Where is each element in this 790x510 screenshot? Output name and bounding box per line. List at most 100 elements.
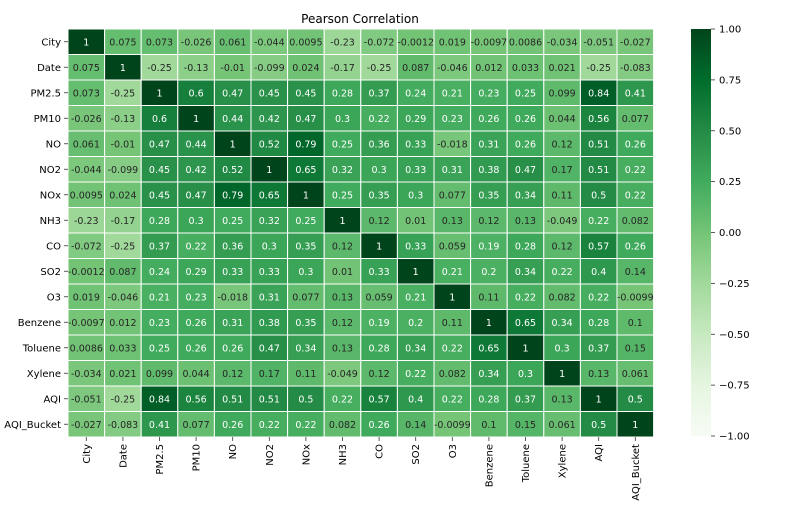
cell-value-label: -0.0099	[617, 292, 654, 303]
cell-value-label: 0.12	[478, 216, 499, 227]
row-label: PM2.5	[30, 88, 61, 99]
cell-value-label: 0.35	[295, 241, 316, 252]
cell-value-label: -0.23	[330, 37, 355, 48]
cell-value-label: 0.3	[335, 114, 350, 125]
cell-value-label: 1	[266, 165, 272, 176]
cell-value-label: 0.47	[186, 190, 207, 201]
heatmap-cell	[470, 130, 508, 157]
cell-value-label: -0.026	[181, 37, 212, 48]
cell-value-label: 0.082	[329, 420, 356, 431]
heatmap-cell	[360, 181, 398, 208]
cell-value-label: 0.28	[332, 88, 353, 99]
cell-value-label: -0.051	[583, 37, 614, 48]
cell-value-label: 0.37	[588, 343, 609, 354]
column-label: Xylene	[558, 444, 569, 478]
cell-value-label: 0.22	[625, 165, 646, 176]
heatmap-cell	[506, 360, 545, 387]
cell-value-label: 0.56	[588, 114, 609, 125]
heatmap-cell	[140, 105, 179, 132]
heatmap-cell	[396, 385, 435, 412]
heatmap-cell	[104, 360, 142, 387]
cell-value-label: -0.0012	[397, 37, 434, 48]
cell-value-label: 0.25	[149, 343, 170, 354]
heatmap-cell	[140, 385, 179, 412]
cell-value-label: 0.22	[369, 114, 390, 125]
heatmap-cell	[140, 181, 179, 208]
cell-value-label: -0.0099	[434, 420, 471, 431]
heatmap-cell	[396, 207, 435, 234]
cell-value-label: 0.044	[548, 114, 575, 125]
cell-value-label: 0.13	[442, 216, 463, 227]
heatmap-cell	[323, 156, 362, 183]
heatmap-cell	[396, 334, 435, 361]
cell-value-label: 0.26	[478, 114, 499, 125]
cell-value-label: 0.23	[186, 292, 207, 303]
heatmap-cell	[213, 130, 252, 157]
cell-value-label: -0.083	[108, 420, 139, 431]
cell-value-label: 1	[449, 292, 455, 303]
heatmap-cell	[140, 54, 179, 81]
cell-value-label: 0.42	[259, 114, 280, 125]
heatmap-cell	[250, 360, 289, 387]
cell-value-label: 0.13	[332, 343, 353, 354]
cell-value-label: -0.25	[147, 63, 172, 74]
heatmap-cell	[140, 309, 179, 336]
cell-value-label: 0.061	[219, 37, 246, 48]
cell-value-label: 0.51	[588, 139, 609, 150]
cell-value-label: 1	[193, 114, 199, 125]
cell-value-label: 1	[230, 139, 236, 150]
cell-value-label: 0.33	[405, 139, 426, 150]
cell-value-label: 1	[486, 318, 492, 329]
cell-value-label: 0.25	[222, 216, 243, 227]
column-label: AQI	[594, 444, 605, 462]
cell-value-label: 0.41	[149, 420, 170, 431]
cell-value-label: 0.32	[332, 165, 353, 176]
heatmap-cell	[433, 309, 472, 336]
row-label: O3	[47, 292, 61, 303]
cell-value-label: 0.33	[405, 165, 426, 176]
cell-value-label: 0.38	[478, 165, 499, 176]
heatmap-cell	[323, 181, 362, 208]
cell-value-label: 0.25	[332, 139, 353, 150]
heatmap-cell	[543, 130, 581, 157]
heatmap-cell	[323, 360, 362, 387]
cell-value-label: 0.29	[186, 267, 207, 278]
cell-value-label: 0.0095	[70, 190, 103, 201]
cell-value-label: 0.3	[372, 165, 387, 176]
cell-value-label: 0.044	[182, 369, 209, 380]
row-label: AQI_Bucket	[4, 420, 61, 431]
row-label: CO	[46, 241, 61, 252]
cell-value-label: 0.021	[109, 369, 136, 380]
heatmap-cell	[213, 334, 252, 361]
heatmap-cell	[579, 130, 618, 157]
cell-value-label: -0.027	[71, 420, 102, 431]
cell-value-label: 0.3	[262, 241, 277, 252]
cell-value-label: 0.33	[369, 267, 390, 278]
cell-value-label: 0.65	[515, 318, 536, 329]
cell-value-label: 0.51	[588, 165, 609, 176]
cell-value-label: 0.033	[109, 343, 136, 354]
cell-value-label: -0.046	[108, 292, 139, 303]
heatmap-cell	[470, 411, 508, 438]
column-label: NO	[228, 444, 239, 459]
cell-value-label: 0.28	[369, 343, 390, 354]
cell-value-label: 0.31	[442, 165, 463, 176]
cell-value-label: -0.01	[220, 63, 245, 74]
cell-value-label: 0.28	[588, 318, 609, 329]
cell-value-label: 0.35	[369, 190, 390, 201]
row-label: City	[41, 37, 61, 48]
cell-value-label: 0.077	[439, 190, 466, 201]
cell-value-label: 0.13	[588, 369, 609, 380]
cell-value-label: -0.099	[108, 165, 139, 176]
cell-value-label: 0.4	[408, 394, 423, 405]
heatmap-cell	[287, 411, 325, 438]
heatmap-cell	[543, 28, 581, 55]
cell-value-label: -0.23	[74, 216, 99, 227]
cell-value-label: 0.021	[548, 63, 575, 74]
cell-value-label: 0.082	[548, 292, 575, 303]
heatmap-cell	[396, 130, 435, 157]
cell-value-label: 0.1	[481, 420, 496, 431]
heatmap-cell	[67, 283, 106, 310]
cell-value-label: 1	[156, 88, 162, 99]
cell-value-label: -0.034	[71, 369, 102, 380]
